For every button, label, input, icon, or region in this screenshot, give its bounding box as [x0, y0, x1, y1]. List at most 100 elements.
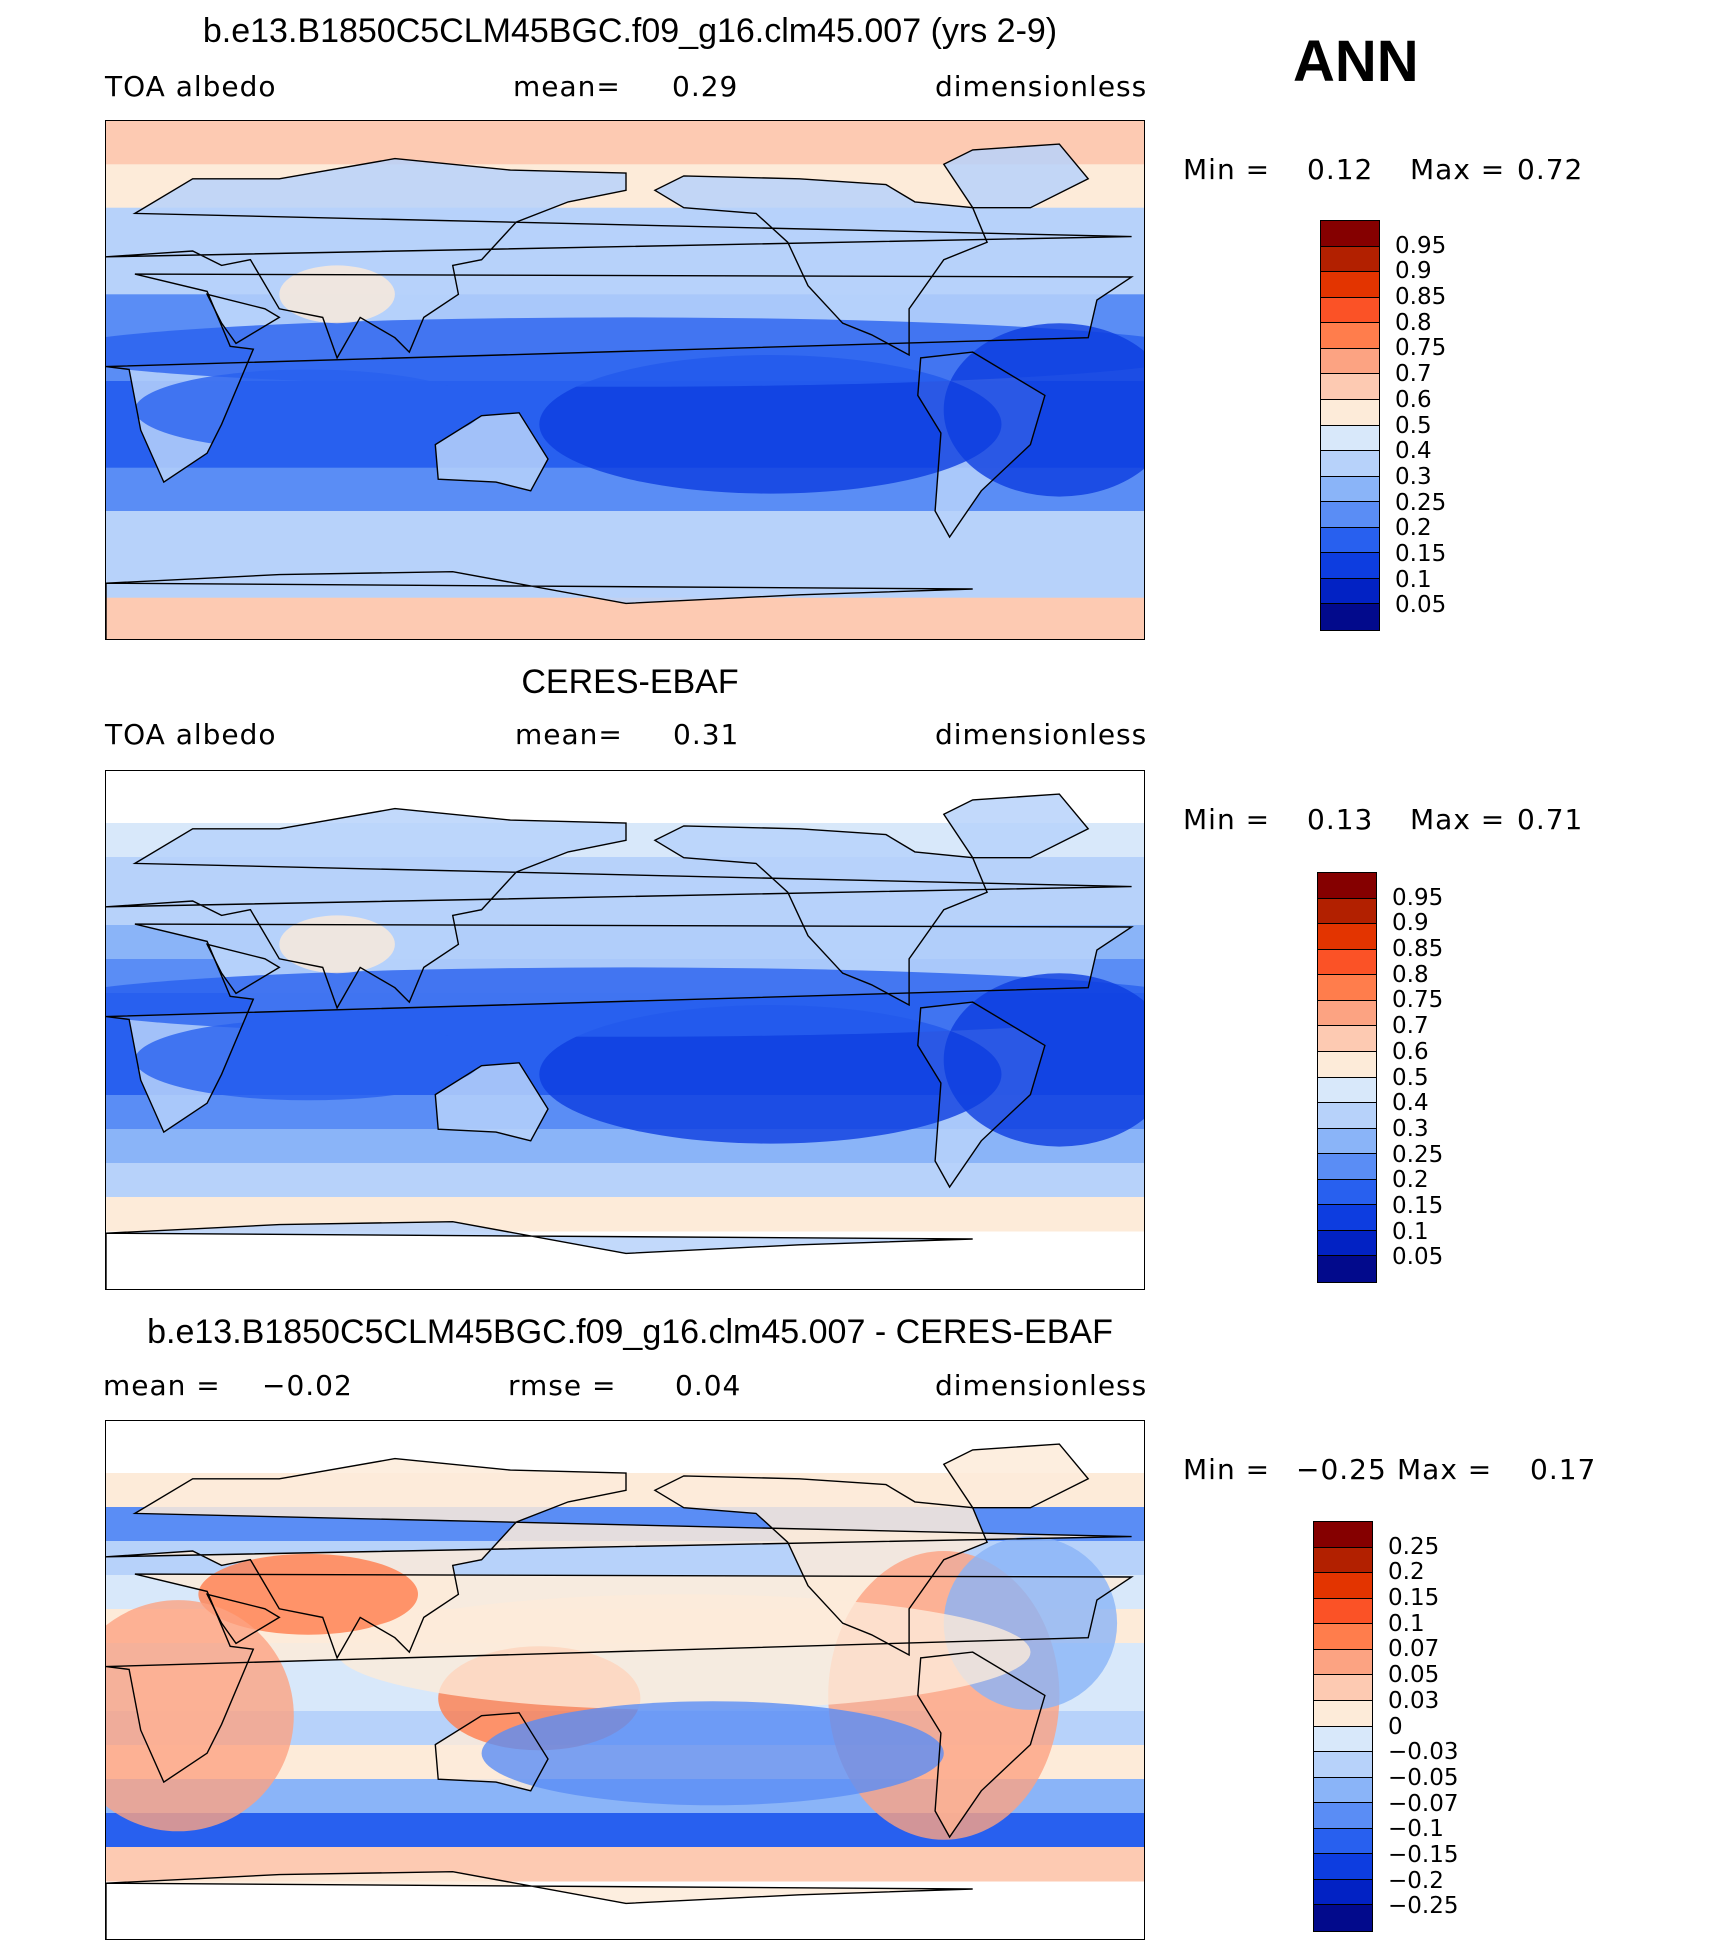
panel-3-min-label: Min =	[1183, 1453, 1271, 1486]
panel-1-min-label: Min =	[1183, 153, 1271, 186]
colorbar-swatch	[1314, 1752, 1372, 1778]
field-feature	[106, 1600, 294, 1832]
land-field	[654, 825, 988, 1005]
colorbar-tick-label: 0.15	[1392, 1192, 1444, 1219]
field-feature	[134, 369, 482, 451]
panel-2-coastlines	[106, 793, 1134, 1289]
colorbar-tick-label: 0.3	[1395, 463, 1432, 490]
panel-3-min-value: −0.25	[1296, 1453, 1387, 1486]
coastline	[106, 157, 1132, 360]
land-field	[207, 944, 280, 994]
colorbar-tick-label: −0.15	[1388, 1841, 1459, 1868]
coastline	[205, 1593, 281, 1645]
colorbar-tick-label: −0.25	[1388, 1893, 1459, 1920]
colorbar-tick-label: −0.03	[1388, 1739, 1459, 1766]
colorbar-swatch	[1314, 1547, 1372, 1574]
colorbar-swatch	[1321, 425, 1379, 452]
colorbar-tick-label: 0	[1388, 1713, 1403, 1740]
panel-3-max-label: Max =	[1397, 1453, 1493, 1486]
field-feature	[134, 1019, 482, 1101]
colorbar-tick-label: 0.07	[1388, 1636, 1440, 1663]
colorbar-tick-label: 0.6	[1392, 1038, 1429, 1065]
coastline	[653, 1475, 989, 1657]
coastline	[106, 1220, 973, 1289]
land-field	[943, 794, 1089, 858]
colorbar-swatch	[1321, 553, 1379, 579]
field-feature	[337, 1594, 1031, 1710]
colorbar-swatch	[1314, 1649, 1372, 1676]
panel-3-rmse-label: rmse =	[508, 1369, 617, 1402]
colorbar-tick-label: 0.7	[1392, 1013, 1429, 1040]
colorbar-tick-label: 0.85	[1395, 284, 1447, 311]
colorbar-swatch	[1321, 399, 1379, 426]
panel-1-map	[105, 120, 1145, 640]
colorbar-tick-label: 0.75	[1392, 987, 1444, 1014]
colorbar-tick-label: 0.25	[1395, 489, 1447, 516]
colorbar-swatch	[1318, 1154, 1376, 1180]
panel-1-min-value: 0.12	[1307, 153, 1374, 186]
coastline	[106, 1457, 1132, 1660]
colorbar-swatch	[1321, 297, 1379, 324]
colorbar-tick-label: −0.2	[1388, 1867, 1444, 1894]
colorbar-tick-label: 0.15	[1388, 1585, 1440, 1612]
colorbar-swatch	[1318, 1077, 1376, 1104]
colorbar-tick-label: 0.25	[1388, 1533, 1440, 1560]
colorbar-swatch	[1318, 1256, 1376, 1282]
panel-2-min-label: Min =	[1183, 803, 1271, 836]
colorbar-tick-label: 0.05	[1388, 1662, 1440, 1689]
panel-3-coastlines	[106, 1443, 1134, 1939]
coastline	[106, 1573, 1134, 1784]
lat-band	[106, 597, 1144, 639]
colorbar-swatch	[1318, 1230, 1376, 1257]
colorbar-tick-label: 0.4	[1395, 438, 1432, 465]
panel-3-units: dimensionless	[935, 1369, 1148, 1402]
colorbar-swatch	[1321, 527, 1379, 554]
colorbar-tick-label: 0.15	[1395, 540, 1447, 567]
panel-3-mean-label: mean =	[103, 1369, 221, 1402]
season-label: ANN	[1293, 29, 1419, 94]
panel-1-mean-label: mean=	[513, 70, 621, 103]
colorbar-tick-label: 0.05	[1395, 592, 1447, 619]
coastline	[917, 1001, 1046, 1189]
field-feature	[106, 967, 1144, 1037]
colorbar-tick-label: 0.2	[1388, 1559, 1425, 1586]
colorbar-tick-label: −0.1	[1388, 1816, 1444, 1843]
colorbar-swatch	[1314, 1726, 1372, 1753]
panel-3-colorbar	[1313, 1521, 1373, 1932]
coastline	[106, 570, 973, 639]
coastline	[653, 175, 989, 357]
land-field	[435, 412, 548, 491]
panel-1-units: dimensionless	[935, 70, 1148, 103]
colorbar-tick-label: 0.2	[1395, 515, 1432, 542]
coastline	[434, 1062, 549, 1142]
coastline	[106, 807, 1132, 1010]
colorbar-swatch	[1318, 1000, 1376, 1027]
coastline	[942, 793, 1090, 859]
field-feature	[539, 1005, 1002, 1144]
panel-3-max-value: 0.17	[1530, 1453, 1597, 1486]
panel-2-map	[105, 770, 1145, 1290]
colorbar-tick-label: 0.1	[1392, 1218, 1429, 1245]
field-feature	[943, 323, 1144, 497]
colorbar-swatch	[1314, 1803, 1372, 1829]
coastline	[106, 923, 1134, 1134]
colorbar-swatch	[1321, 578, 1379, 605]
colorbar-swatch	[1314, 1854, 1372, 1880]
panel-1-coastlines	[106, 143, 1134, 639]
field-feature	[279, 265, 395, 324]
land-field	[106, 571, 973, 639]
panel-2-units: dimensionless	[935, 718, 1148, 751]
colorbar-tick-label: 0.6	[1395, 386, 1432, 413]
colorbar-tick-label: 0.8	[1395, 309, 1432, 336]
panel-2-variable-label: TOA albedo	[105, 718, 277, 751]
coastline	[106, 1870, 973, 1939]
colorbar-tick-label: 0.75	[1395, 335, 1447, 362]
colorbar-swatch	[1318, 873, 1376, 899]
colorbar-tick-label: 0.2	[1392, 1167, 1429, 1194]
colorbar-swatch	[1321, 502, 1379, 528]
colorbar-swatch	[1318, 1179, 1376, 1206]
land-field	[106, 1871, 973, 1939]
panel-1-max-label: Max =	[1410, 153, 1506, 186]
colorbar-swatch	[1321, 246, 1379, 273]
colorbar-swatch	[1318, 1026, 1376, 1052]
